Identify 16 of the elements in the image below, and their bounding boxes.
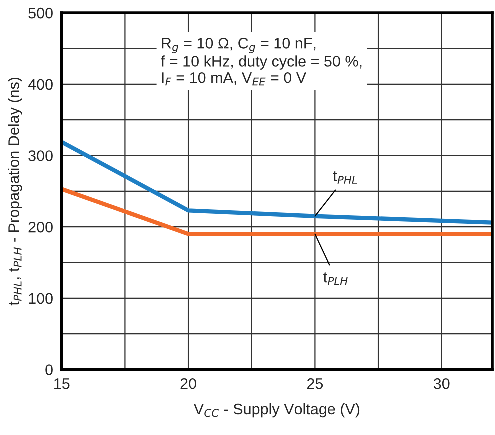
y-tick-label: 500 [28, 8, 53, 19]
x-axis-title: V$_{CC}$ - Supply Voltage (V) [194, 403, 360, 418]
x-tick-label: 25 [307, 378, 324, 390]
text: t$_{PLH}$ [324, 272, 348, 286]
x-tick-label: 15 [54, 378, 70, 390]
text: t$_{PHL}$ [333, 172, 358, 184]
y-axis-title: t$_{PHL}$, t$_{PLH}$ - Propagation Delay (ns) [8, 78, 22, 306]
x-tick-label: 30 [434, 378, 450, 390]
text: R$_{g}$ = 10 Ω, C$_{g}$ = 10 nF, f = 10 kHz, duty cycle = 50 %, I$_{F}$ = 10 mA, V$_{EE}$ = 0 V [161, 38, 362, 86]
y-tick-label: 100 [29, 293, 53, 304]
line-series [62, 140, 493, 225]
y-tick-label: 400 [28, 79, 53, 90]
y-tick-label: 300 [28, 150, 53, 162]
y-tick-label: 0 [46, 364, 53, 376]
x-tick-label: 20 [180, 378, 196, 390]
y-tick-label: 200 [28, 222, 53, 233]
